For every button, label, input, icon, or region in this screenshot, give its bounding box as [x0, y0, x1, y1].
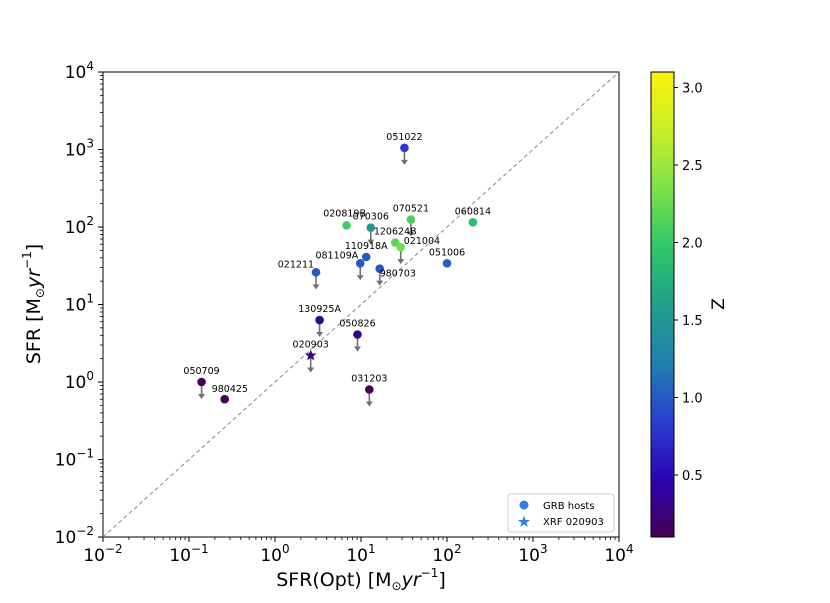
y-tick-label: 104 [65, 59, 94, 83]
colorbar-tick-label: 2.5 [682, 159, 703, 174]
upper-limit-arrow-head [365, 401, 373, 407]
data-point [355, 259, 365, 268]
colorbar-gradient [650, 71, 675, 538]
point-label: 130925A [298, 304, 341, 315]
colorbar-ticks: 0.5 1.0 1.5 2.0 2.5 3.0 [674, 82, 703, 484]
upper-limit-arrow-head [376, 280, 384, 286]
upper-limit-arrow-head [316, 332, 324, 338]
data-point [311, 268, 321, 277]
point-label: 110918A [345, 241, 388, 252]
y-tick-label: 103 [65, 137, 94, 161]
colorbar-tick-label: 2.0 [682, 237, 703, 252]
colorbar-tick-label: 1.5 [682, 314, 703, 329]
y-tick-label: 101 [65, 292, 94, 316]
x-axis-ticks: 10−2 10−1 100 101 102 103 104 [83, 537, 634, 566]
upper-limit-arrow-head [198, 394, 206, 399]
point-label: 051006 [429, 247, 465, 258]
point-label: 051022 [386, 132, 422, 143]
data-point [197, 377, 206, 387]
upper-limit-arrow-head [367, 239, 375, 245]
y-tick-label: 10−1 [55, 447, 94, 471]
data-point [400, 143, 409, 153]
y-tick-label: 10−2 [55, 524, 94, 548]
y-axis-ticks: 10−2 10−1 100 101 102 103 104 [55, 59, 103, 548]
point-label: 980425 [212, 384, 248, 395]
point-label: 980703 [380, 269, 416, 280]
data-point [406, 215, 416, 224]
data-point [342, 221, 351, 230]
x-tick-label: 10−1 [169, 542, 208, 566]
point-label: 081109A [315, 250, 358, 261]
data-point [442, 259, 452, 268]
point-label: 060814 [455, 206, 491, 217]
colorbar-tick-label: 3.0 [682, 82, 703, 97]
point-label: 050826 [339, 319, 375, 330]
point-label: 050709 [183, 366, 219, 377]
x-tick-label: 10−2 [83, 542, 122, 566]
legend: GRB hosts XRF 020903 [507, 493, 615, 533]
one-to-one-reference-line [102, 71, 620, 538]
upper-limit-arrow-head [397, 259, 405, 265]
upper-limit-arrow-head [353, 346, 361, 352]
point-label: 020819B [323, 208, 366, 219]
point-label: 070521 [393, 203, 429, 214]
point-label: 120624B [374, 227, 417, 238]
y-axis-label: SFR [M⊙yr−1] [20, 244, 47, 364]
data-point [366, 223, 376, 232]
legend-grb-hosts-label: GRB hosts [543, 501, 595, 512]
data-point [375, 264, 385, 273]
legend-xrf-label: XRF 020903 [543, 517, 604, 528]
data-point [365, 385, 374, 394]
colorbar-tick-label: 1.0 [682, 392, 703, 407]
point-label: 031203 [351, 374, 387, 385]
y-tick-label: 102 [65, 214, 94, 238]
x-tick-label: 103 [518, 542, 547, 566]
legend-star-icon [518, 515, 530, 527]
data-point-star [305, 349, 317, 361]
data-point [315, 315, 324, 325]
x-tick-label: 101 [346, 542, 375, 566]
data-point [220, 394, 229, 404]
point-label: 070306 [353, 212, 389, 223]
colorbar: 0.5 1.0 1.5 2.0 2.5 3.0 Z [650, 71, 729, 538]
x-tick-label: 104 [604, 542, 633, 566]
x-axis-label: SFR(Opt) [M⊙yr−1] [276, 566, 446, 593]
data-point [353, 330, 362, 339]
data-point [396, 242, 406, 252]
data-point [468, 217, 478, 227]
upper-limit-arrow-head [356, 275, 364, 281]
point-label: 021211 [278, 259, 314, 270]
colorbar-label: Z [709, 298, 729, 310]
x-tick-label: 102 [432, 542, 461, 566]
y-tick-label: 100 [65, 369, 94, 393]
data-point [361, 252, 371, 262]
legend-circle-marker [519, 500, 529, 510]
upper-limit-arrow-head [400, 159, 408, 165]
upper-limit-arrow-head [307, 367, 315, 373]
point-label: 020903 [293, 339, 329, 350]
point-label: 021004 [404, 236, 440, 247]
colorbar-tick-label: 0.5 [682, 469, 703, 484]
x-tick-label: 100 [260, 542, 289, 566]
upper-limit-arrow-head [407, 231, 415, 237]
legend-box [507, 493, 615, 533]
upper-limit-arrow-head [312, 284, 320, 290]
